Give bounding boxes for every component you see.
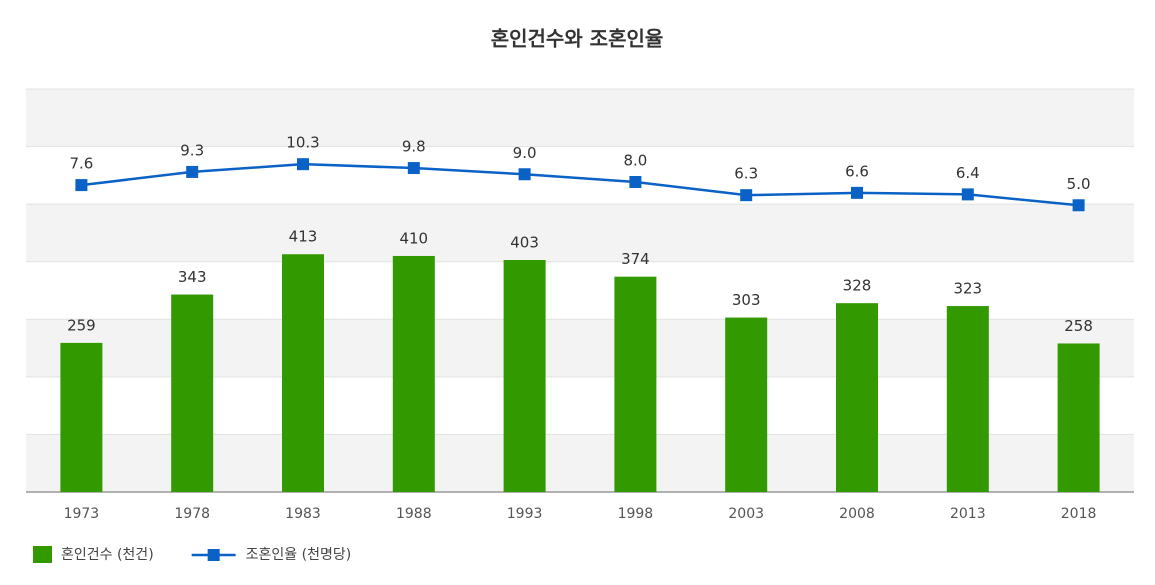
bar-value-label: 258: [1064, 317, 1093, 335]
line-marker: [740, 189, 753, 202]
line-value-label: 6.3: [734, 165, 758, 183]
line-value-label: 9.3: [180, 141, 204, 159]
bar-value-label: 303: [732, 291, 761, 309]
bar: [946, 306, 989, 492]
bar: [725, 317, 768, 492]
legend-swatch: [33, 546, 52, 563]
bar: [171, 294, 214, 492]
line-marker: [1072, 199, 1085, 212]
x-tick-label: 1998: [618, 506, 654, 522]
bar-value-label: 259: [67, 316, 96, 334]
bar-value-label: 328: [843, 277, 872, 295]
line-marker: [961, 188, 974, 201]
legend-label: 혼인건수 (천건): [61, 547, 154, 563]
bar-value-label: 403: [510, 233, 539, 251]
x-tick-label: 2003: [728, 506, 764, 522]
line-value-label: 6.4: [956, 164, 980, 182]
bar: [392, 255, 435, 492]
line-marker: [851, 186, 863, 199]
x-tick-label: 2008: [839, 506, 875, 522]
grid-band: [26, 89, 1134, 147]
bar-value-label: 374: [621, 250, 650, 268]
line-marker: [518, 168, 531, 181]
legend-label: 조혼인율 (천명당): [246, 547, 352, 563]
line-marker: [297, 158, 309, 171]
line-value-label: 9.0: [513, 144, 537, 162]
line-value-label: 6.6: [845, 162, 869, 180]
line-value-label: 5.0: [1067, 175, 1091, 193]
line-value-label: 9.8: [402, 138, 426, 156]
x-tick-label: 1978: [174, 506, 210, 522]
bar-value-label: 413: [289, 228, 318, 246]
legend-swatch: [207, 549, 220, 561]
bar-value-label: 410: [399, 229, 428, 247]
line-marker: [407, 162, 420, 175]
x-tick-label: 2018: [1061, 506, 1097, 522]
x-tick-label: 1983: [285, 506, 321, 522]
line-marker: [186, 165, 199, 178]
line-marker: [75, 179, 88, 192]
bar-value-label: 343: [178, 268, 207, 286]
bar: [614, 276, 657, 492]
line-marker: [629, 176, 642, 188]
x-tick-label: 2013: [950, 506, 986, 522]
bar: [836, 303, 878, 492]
x-tick-label: 1993: [507, 506, 543, 522]
line-value-label: 10.3: [286, 134, 319, 152]
grid-band: [26, 204, 1134, 262]
x-tick-label: 1988: [396, 506, 432, 522]
bar: [282, 254, 324, 492]
legend-item: 혼인건수 (천건): [33, 546, 154, 563]
x-tick-label: 1973: [64, 506, 100, 522]
line: [81, 162, 1079, 207]
bar-value-label: 323: [953, 280, 982, 298]
legend-item: 조혼인율 (천명당): [191, 547, 352, 563]
line-value-label: 8.0: [623, 152, 647, 170]
bar: [1057, 343, 1100, 492]
chart-title: 혼인건수와 조혼인율: [491, 27, 664, 51]
line-value-label: 7.6: [69, 155, 93, 173]
bar: [60, 342, 103, 492]
bar: [503, 259, 546, 492]
